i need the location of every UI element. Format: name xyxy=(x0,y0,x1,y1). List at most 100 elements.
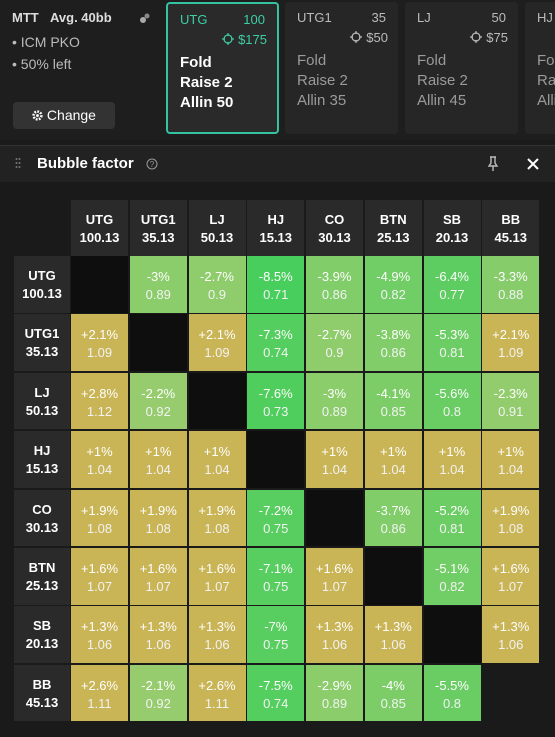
action: Raise 2 xyxy=(537,72,555,89)
factor-cell: -5.2% 0.81 xyxy=(423,489,481,547)
drag-handle[interactable] xyxy=(15,157,21,171)
factor-cell: +1% 1.04 xyxy=(364,431,422,488)
row-stack: 35.13 xyxy=(25,344,59,360)
position-stack: 50 xyxy=(491,10,506,25)
equity-change: +1.9% xyxy=(492,502,530,518)
bubble-factor: 0.75 xyxy=(263,637,289,653)
action: Raise 2 xyxy=(417,72,468,89)
bubble-factor: 1.07 xyxy=(86,579,113,594)
factor-cell: +1% 1.04 xyxy=(482,431,540,488)
action: Allin 50 xyxy=(180,94,234,111)
equity-change: -2.7% xyxy=(317,327,352,343)
change-button[interactable]: Change xyxy=(13,102,115,129)
row-name: UTG xyxy=(28,268,56,283)
equity-change: -7.3% xyxy=(258,327,293,343)
factor-cell: +2.6% 1.11 xyxy=(188,664,246,722)
bounty: $175 xyxy=(222,32,267,47)
factor-cell: +1.9% 1.08 xyxy=(188,489,246,547)
help-icon[interactable]: ? xyxy=(146,158,158,170)
factor-cell: -2.3% 0.91 xyxy=(482,372,540,430)
factor-cell: -3% 0.89 xyxy=(129,256,187,313)
equity-change: +1% xyxy=(438,444,466,460)
factor-cell: +2.1% 1.09 xyxy=(482,314,540,371)
factor-cell: -3.3% 0.88 xyxy=(482,256,540,313)
factor-cell: -5.3% 0.81 xyxy=(423,314,481,371)
row-header: BB 45.13 xyxy=(14,664,70,722)
factor-cell: +1.3% 1.06 xyxy=(188,606,246,663)
bubble-factor: 1.06 xyxy=(380,637,406,653)
bubble-factor: 0.89 xyxy=(321,695,348,711)
bubble-factor: 0.74 xyxy=(263,345,289,361)
panel-title: Bubble factor xyxy=(37,155,134,172)
equity-change: -4.9% xyxy=(376,269,411,284)
position-stack: 35 xyxy=(371,10,386,25)
row-stack: 25.13 xyxy=(25,578,59,593)
factor-cell: +1.3% 1.06 xyxy=(306,606,363,663)
row-header: BTN 25.13 xyxy=(14,548,70,605)
bubble-factor: 0.86 xyxy=(380,520,406,536)
equity-change: +1% xyxy=(86,444,113,460)
equity-change: -4% xyxy=(381,677,405,693)
row-name: BB xyxy=(32,676,52,692)
position-card[interactable]: LJ 50 $75 Fold Raise 2 Allin 45 xyxy=(405,2,518,134)
equity-change: +1.3% xyxy=(80,619,119,635)
pin-icon[interactable] xyxy=(486,156,500,172)
row-stack: 50.13 xyxy=(25,402,59,418)
bubble-factor: 1.04 xyxy=(204,462,230,478)
position-card[interactable]: HJ Fold Raise 2 Allin xyxy=(525,2,555,134)
factor-cell: -7.2% 0.75 xyxy=(247,489,305,547)
bubble-factor: 0.75 xyxy=(263,520,289,536)
bubble-factor: 0.85 xyxy=(380,403,406,419)
close-icon[interactable] xyxy=(526,157,540,171)
factor-cell: -2.7% 0.9 xyxy=(188,256,246,313)
column-header: HJ 15.13 xyxy=(247,200,305,257)
equity-change: -5.2% xyxy=(435,502,469,518)
column-name: LJ xyxy=(209,212,225,227)
equity-change: +2.1% xyxy=(198,327,236,343)
bubble-factor: 1.06 xyxy=(321,637,348,653)
factor-cell: +1% 1.04 xyxy=(129,431,187,488)
position-card[interactable]: UTG 100 $175 Fold Raise 2 Allin 50 xyxy=(166,2,279,134)
factor-cell: +2.8% 1.12 xyxy=(71,372,128,430)
equity-change: +2.8% xyxy=(80,385,119,401)
tag: • 50% left xyxy=(12,56,72,72)
equity-change: +1.3% xyxy=(139,619,177,635)
bubble-factor: 1.06 xyxy=(86,637,113,653)
bubble-factor: 1.11 xyxy=(87,695,112,711)
bubble-factor: 1.04 xyxy=(380,462,406,478)
factor-cell: +2.1% 1.09 xyxy=(71,314,128,371)
factor-cell: +1.6% 1.07 xyxy=(482,548,540,605)
factor-cell: +1.3% 1.06 xyxy=(364,606,422,663)
action: Raise 2 xyxy=(297,72,348,89)
bounty: $50 xyxy=(350,30,388,45)
column-header: SB 20.13 xyxy=(423,200,481,257)
bubble-factor: 0.75 xyxy=(263,579,289,594)
bubble-factor: 1.09 xyxy=(86,345,113,361)
factor-cell: -4.1% 0.85 xyxy=(364,372,422,430)
bubble-factor: 1.08 xyxy=(86,520,113,536)
bounty-value: $175 xyxy=(238,32,267,47)
row-name: BTN xyxy=(28,560,56,575)
bubble-factor: 0.81 xyxy=(439,520,465,536)
factor-cell: -7.1% 0.75 xyxy=(247,548,305,605)
equity-change: +1.9% xyxy=(80,502,119,518)
column-name: UTG xyxy=(85,212,114,227)
bubble-factor-panel: Bubble factor ? UTG 100.13 UTG1 35.13 LJ 50.1… xyxy=(0,145,555,737)
row-header: LJ 50.13 xyxy=(14,372,70,430)
equity-change: +1.9% xyxy=(198,502,236,518)
action: Raise 2 xyxy=(180,74,233,91)
column-header: UTG1 35.13 xyxy=(129,200,187,257)
format: MTT xyxy=(12,10,39,25)
column-name: UTG1 xyxy=(140,212,176,227)
column-header: UTG 100.13 xyxy=(71,200,128,257)
bounty-icon xyxy=(470,31,483,43)
position-card[interactable]: UTG1 35 $50 Fold Raise 2 Allin 35 xyxy=(285,2,398,134)
action: Allin 35 xyxy=(297,92,347,109)
equity-change: -5.1% xyxy=(435,561,469,576)
row-name: HJ xyxy=(33,443,51,459)
column-stack: 45.13 xyxy=(494,230,528,245)
bubble-factor: 1.06 xyxy=(204,637,230,653)
column-stack: 25.13 xyxy=(376,230,410,245)
row-stack: 45.13 xyxy=(25,694,59,710)
